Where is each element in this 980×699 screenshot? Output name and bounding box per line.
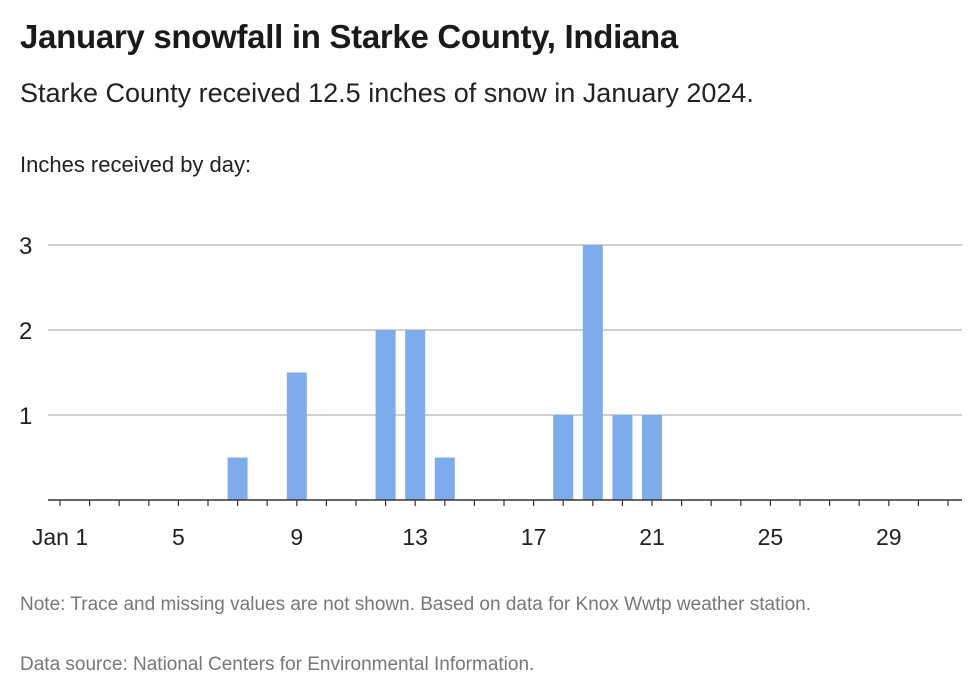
y-tick-label: 3 xyxy=(19,233,32,260)
x-tick-label: 5 xyxy=(172,524,185,550)
x-tick-label: Jan 1 xyxy=(32,524,88,550)
y-tick-label: 1 xyxy=(19,403,32,430)
bar xyxy=(286,372,307,500)
chart-title: January snowfall in Starke County, India… xyxy=(20,18,678,55)
bar xyxy=(553,415,574,500)
chart-subtitle: Starke County received 12.5 inches of sn… xyxy=(20,78,754,108)
x-tick-label: 17 xyxy=(521,524,547,550)
data-source: Data source: National Centers for Enviro… xyxy=(20,654,535,675)
x-tick-label: 9 xyxy=(290,524,303,550)
bar xyxy=(405,330,426,500)
bar xyxy=(375,330,396,500)
bar xyxy=(227,457,248,500)
y-tick-label: 2 xyxy=(19,318,32,345)
bar xyxy=(582,245,603,500)
bar-chart: 1 2 3 Jan 1 5 9 13 17 21 25 29 xyxy=(19,233,962,550)
chart-note: Note: Trace and missing values are not s… xyxy=(20,594,812,615)
y-axis-caption: Inches received by day: xyxy=(20,152,252,177)
x-tick-label: 29 xyxy=(876,524,902,550)
x-tick-label: 13 xyxy=(402,524,428,550)
bar xyxy=(434,457,455,500)
bar xyxy=(612,415,633,500)
x-tick-label: 21 xyxy=(639,524,665,550)
x-tick-label: 25 xyxy=(758,524,784,550)
bar xyxy=(642,415,662,500)
